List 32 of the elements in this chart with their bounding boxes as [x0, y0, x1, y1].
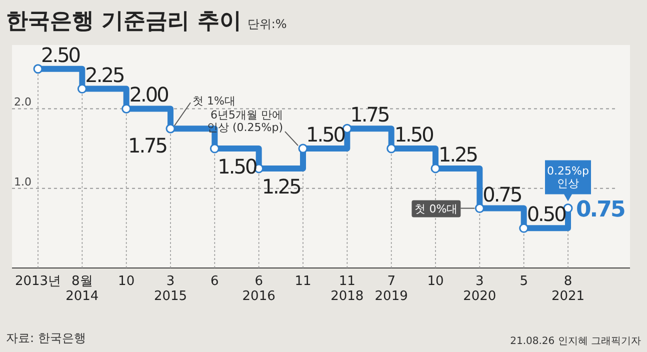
x-tick-label: 2013년 [14, 274, 62, 289]
chart-title: 한국은행 기준금리 추이 [6, 9, 242, 34]
x-tick-label: 8 2021 [551, 274, 585, 304]
x-tick-label: 6 [210, 274, 219, 289]
text: 1.25 [262, 174, 300, 198]
x-tick-label: 8월 2014 [66, 274, 99, 304]
text: 1.75 [128, 134, 166, 158]
x-tick-label: 5 [520, 274, 528, 289]
text: 1.75 [350, 102, 389, 127]
chart-subtitle: 단위:% [247, 17, 287, 31]
x-tick-label: 3 2015 [154, 274, 188, 304]
x-tick-label: 11 2018 [330, 274, 364, 304]
x-tick-label: 6 2016 [242, 274, 276, 304]
x-tick-label: 7 2019 [374, 274, 408, 304]
annotation: 첫 0%대 [414, 202, 458, 216]
text: 21.08.26 인지혜 그래픽기자 [510, 336, 641, 347]
y-tick-label: 1.0 [14, 175, 32, 188]
x-tick-label: 3 2020 [463, 274, 496, 304]
x-tick-label: 10 [427, 274, 444, 289]
text: 0.75 [576, 197, 624, 222]
annotation: 첫 1%대 [192, 94, 236, 108]
text: 2.50 [41, 42, 80, 67]
text: 자료: 한국은행 [6, 331, 86, 345]
text: 1.25 [438, 142, 478, 166]
y-tick-label: 2.0 [14, 96, 32, 109]
annotation: 0.25%p 인상 [547, 164, 589, 190]
text: 2.00 [129, 82, 168, 107]
text: 1.50 [394, 122, 433, 147]
x-tick-label: 10 [118, 274, 135, 289]
x-tick-label: 11 [294, 274, 312, 289]
text: 0.75 [482, 182, 522, 206]
text: 2.25 [85, 62, 124, 87]
